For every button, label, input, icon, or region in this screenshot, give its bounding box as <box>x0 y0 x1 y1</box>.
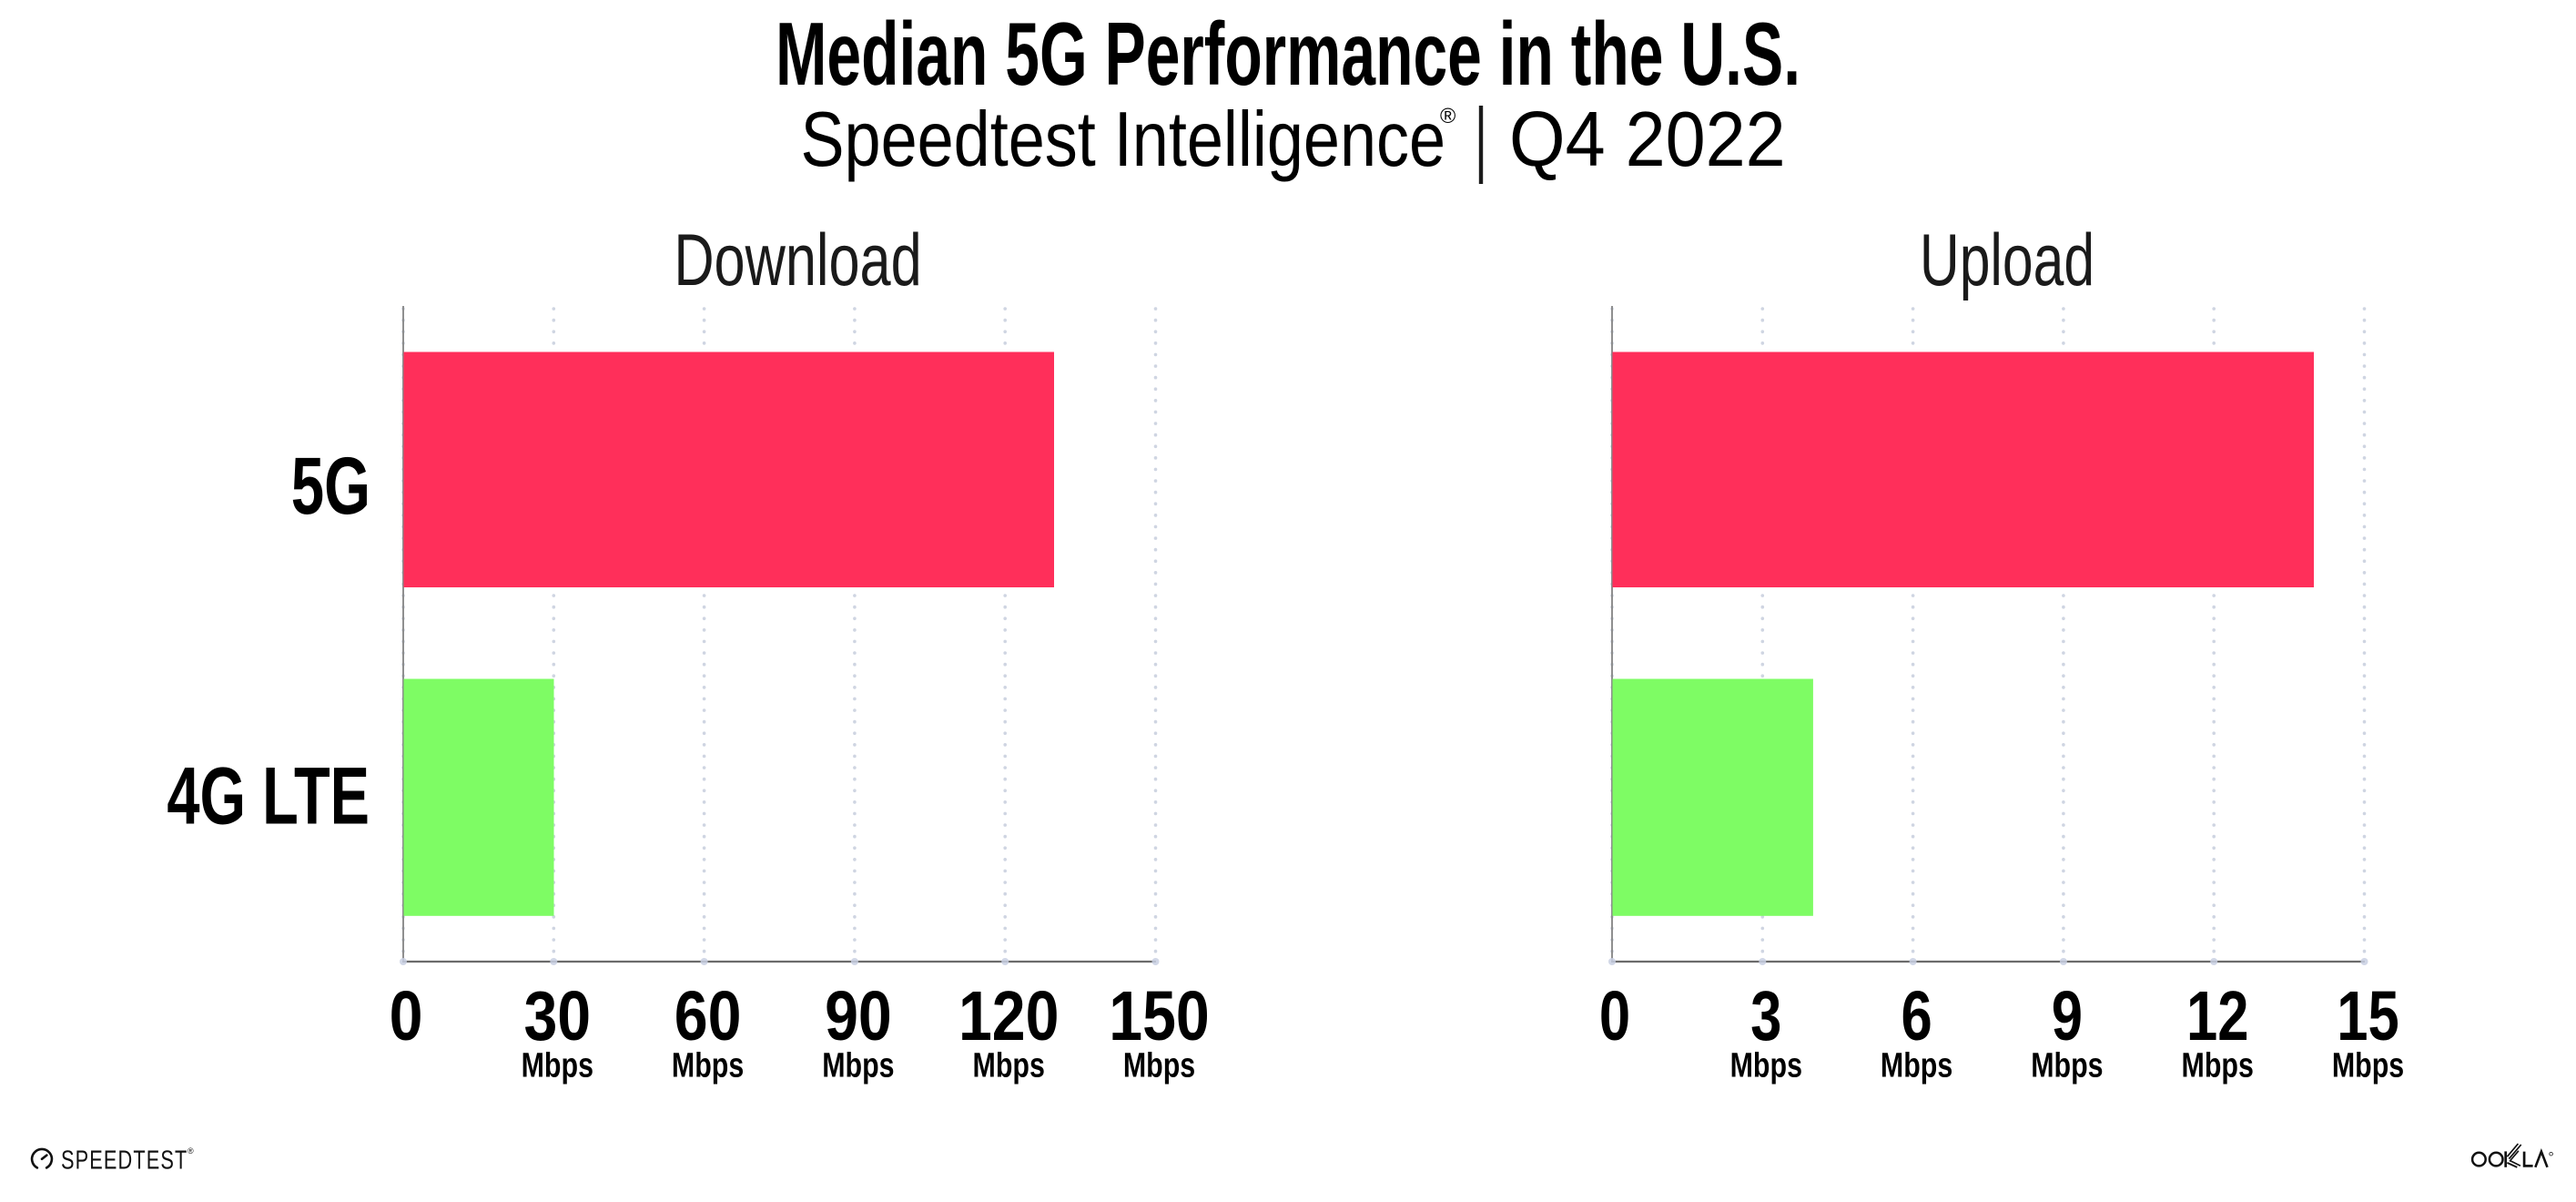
svg-text:90: 90 <box>825 977 892 1055</box>
svg-text:4G LTE: 4G LTE <box>167 749 370 841</box>
svg-text:12: 12 <box>2186 976 2249 1054</box>
svg-text:Median 5G Performance in the U: Median 5G Performance in the U.S. <box>776 3 1800 104</box>
svg-text:9: 9 <box>2052 976 2083 1054</box>
svg-text:Mbps: Mbps <box>1730 1046 1802 1085</box>
svg-text:6: 6 <box>1901 976 1932 1054</box>
svg-text:®: ® <box>188 1146 194 1156</box>
svg-text:Upload: Upload <box>1920 219 2094 302</box>
svg-text:Mbps: Mbps <box>822 1046 894 1085</box>
svg-text:SPEEDTEST: SPEEDTEST <box>61 1146 188 1176</box>
svg-text:120: 120 <box>958 977 1059 1055</box>
svg-text:®: ® <box>1440 104 1455 127</box>
svg-text:Mbps: Mbps <box>1881 1046 1952 1085</box>
svg-text:Mbps: Mbps <box>672 1046 744 1085</box>
svg-text:Speedtest Intelligence: Speedtest Intelligence <box>801 95 1446 182</box>
svg-text:Q4 2022: Q4 2022 <box>1509 96 1786 182</box>
svg-text:Mbps: Mbps <box>522 1046 593 1085</box>
svg-text:0: 0 <box>390 977 423 1055</box>
svg-text:Mbps: Mbps <box>973 1046 1045 1085</box>
svg-text:60: 60 <box>674 977 742 1055</box>
svg-text:Mbps: Mbps <box>1123 1046 1195 1085</box>
svg-text:3: 3 <box>1750 976 1781 1054</box>
svg-text:0: 0 <box>1599 976 1630 1054</box>
svg-text:Mbps: Mbps <box>2182 1046 2254 1085</box>
svg-text:5G: 5G <box>291 440 370 531</box>
svg-text:15: 15 <box>2337 976 2399 1054</box>
svg-text:30: 30 <box>523 977 591 1055</box>
svg-text:Download: Download <box>674 219 921 301</box>
svg-text:Mbps: Mbps <box>2332 1046 2404 1085</box>
svg-text:150: 150 <box>1109 977 1209 1055</box>
svg-text:Mbps: Mbps <box>2031 1046 2103 1085</box>
